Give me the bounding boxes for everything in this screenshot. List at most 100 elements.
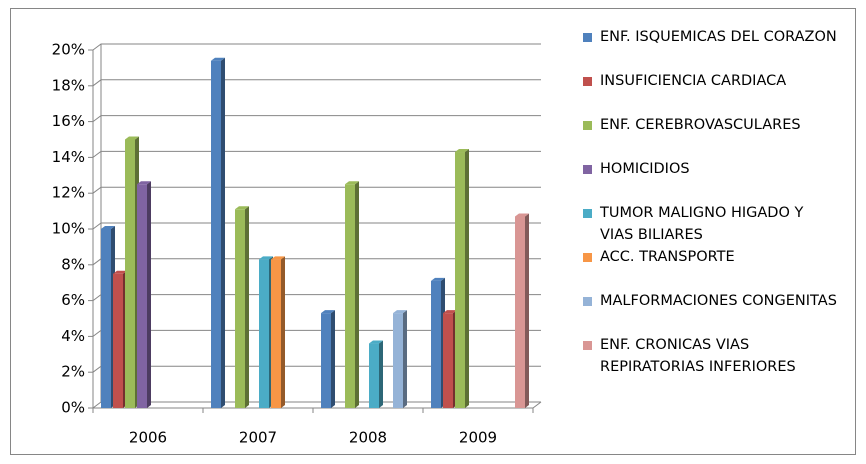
bar <box>321 310 335 408</box>
y-tick-label: 14% <box>52 148 85 166</box>
bar-face <box>321 310 335 314</box>
bar-face <box>369 340 383 344</box>
legend-label: ENF. ISQUEMICAS DEL CORAZON <box>600 29 837 45</box>
bar <box>113 270 127 408</box>
bar-face <box>345 181 359 185</box>
bar <box>431 277 445 408</box>
legend: ENF. ISQUEMICAS DEL CORAZON INSUFICIENCIA… <box>583 26 838 378</box>
legend-swatch <box>583 77 592 86</box>
y-tick-label: 8% <box>61 255 85 273</box>
grid-line <box>92 150 541 158</box>
bar-face <box>235 209 245 408</box>
legend-swatch <box>583 341 592 350</box>
bar-face <box>393 310 407 314</box>
legend-label: TUMOR MALIGNO HIGADO Y VIAS BILIARES <box>600 205 804 243</box>
legend-swatch <box>583 253 592 262</box>
x-tick-label: 2008 <box>349 429 387 447</box>
bar-face <box>101 226 115 229</box>
bar-face <box>137 181 151 185</box>
bar-face <box>137 184 147 408</box>
bar-face <box>147 181 151 408</box>
bar-face <box>431 277 445 281</box>
bar <box>515 213 529 408</box>
bar-face <box>515 213 529 217</box>
bar-face <box>443 310 457 314</box>
y-tick-label: 16% <box>52 112 85 130</box>
y-tick-label: 0% <box>61 399 85 417</box>
bar-face <box>281 256 285 408</box>
x-tick-label: 2007 <box>239 429 277 447</box>
bar-face <box>355 181 359 408</box>
bar-face <box>211 60 221 409</box>
bar-face <box>331 310 335 408</box>
bar <box>101 226 115 408</box>
y-tick-label: 20% <box>52 41 85 59</box>
x-tick-label: 2006 <box>129 429 167 447</box>
bar-face <box>515 216 525 408</box>
grid-line <box>92 186 541 194</box>
bar-face <box>271 256 285 260</box>
legend-label: MALFORMACIONES CONGENITAS <box>600 293 837 309</box>
grid-line <box>92 79 541 87</box>
bar <box>235 206 249 408</box>
y-tick-label: 4% <box>61 327 85 345</box>
bar <box>345 181 359 408</box>
bar <box>137 181 151 408</box>
bar <box>455 149 469 408</box>
y-tick-label: 12% <box>52 184 85 202</box>
bar-face <box>113 270 127 274</box>
legend-swatch <box>583 165 592 174</box>
bar-face <box>465 149 469 408</box>
legend-swatch <box>583 121 592 130</box>
bar-face <box>271 259 281 408</box>
x-tick-label: 2009 <box>459 429 497 447</box>
bar <box>259 256 273 408</box>
bar-face <box>345 184 355 408</box>
bar-face <box>101 229 111 408</box>
legend-item: ENF. CEREBROVASCULARES <box>583 114 838 158</box>
bar-face <box>113 273 123 408</box>
bar <box>393 310 407 408</box>
bar-face <box>235 206 249 210</box>
bar-face <box>221 57 225 409</box>
bar-face <box>321 313 331 408</box>
legend-item: INSUFICIENCIA CARDIACA <box>583 70 838 114</box>
legend-swatch <box>583 297 592 306</box>
y-tick-label: 18% <box>52 76 85 94</box>
bar-face <box>125 139 135 408</box>
bar <box>369 340 383 408</box>
bar-face <box>379 340 383 408</box>
bar-face <box>125 136 139 140</box>
bar-face <box>211 57 225 61</box>
legend-label: ACC. TRANSPORTE <box>600 249 735 265</box>
bar <box>271 256 285 408</box>
legend-item: MALFORMACIONES CONGENITAS <box>583 290 838 334</box>
bar-face <box>245 206 249 408</box>
y-tick-label: 6% <box>61 291 85 309</box>
bar-face <box>431 280 441 408</box>
legend-item: ACC. TRANSPORTE <box>583 246 838 290</box>
bar-face <box>525 213 529 408</box>
legend-item: ENF. ISQUEMICAS DEL CORAZON <box>583 26 838 70</box>
grid-line <box>92 222 541 230</box>
bar-face <box>259 259 269 408</box>
bar-face <box>443 313 453 408</box>
grid-line <box>92 43 541 51</box>
bar <box>125 136 139 408</box>
bar-face <box>403 310 407 408</box>
legend-swatch <box>583 209 592 218</box>
legend-item: TUMOR MALIGNO HIGADO Y VIAS BILIARES <box>583 202 838 246</box>
bar-face <box>393 313 403 408</box>
legend-label: HOMICIDIOS <box>600 161 690 177</box>
legend-label: ENF. CRONICAS VIAS REPIRATORIAS INFERIOR… <box>600 337 796 375</box>
y-tick-label: 10% <box>52 220 85 238</box>
legend-label: ENF. CEREBROVASCULARES <box>600 117 801 133</box>
bar-face <box>259 256 273 260</box>
legend-item: ENF. CRONICAS VIAS REPIRATORIAS INFERIOR… <box>583 334 838 378</box>
legend-swatch <box>583 33 592 42</box>
legend-item: HOMICIDIOS <box>583 158 838 202</box>
bar-face <box>455 152 465 408</box>
bar <box>211 57 225 409</box>
